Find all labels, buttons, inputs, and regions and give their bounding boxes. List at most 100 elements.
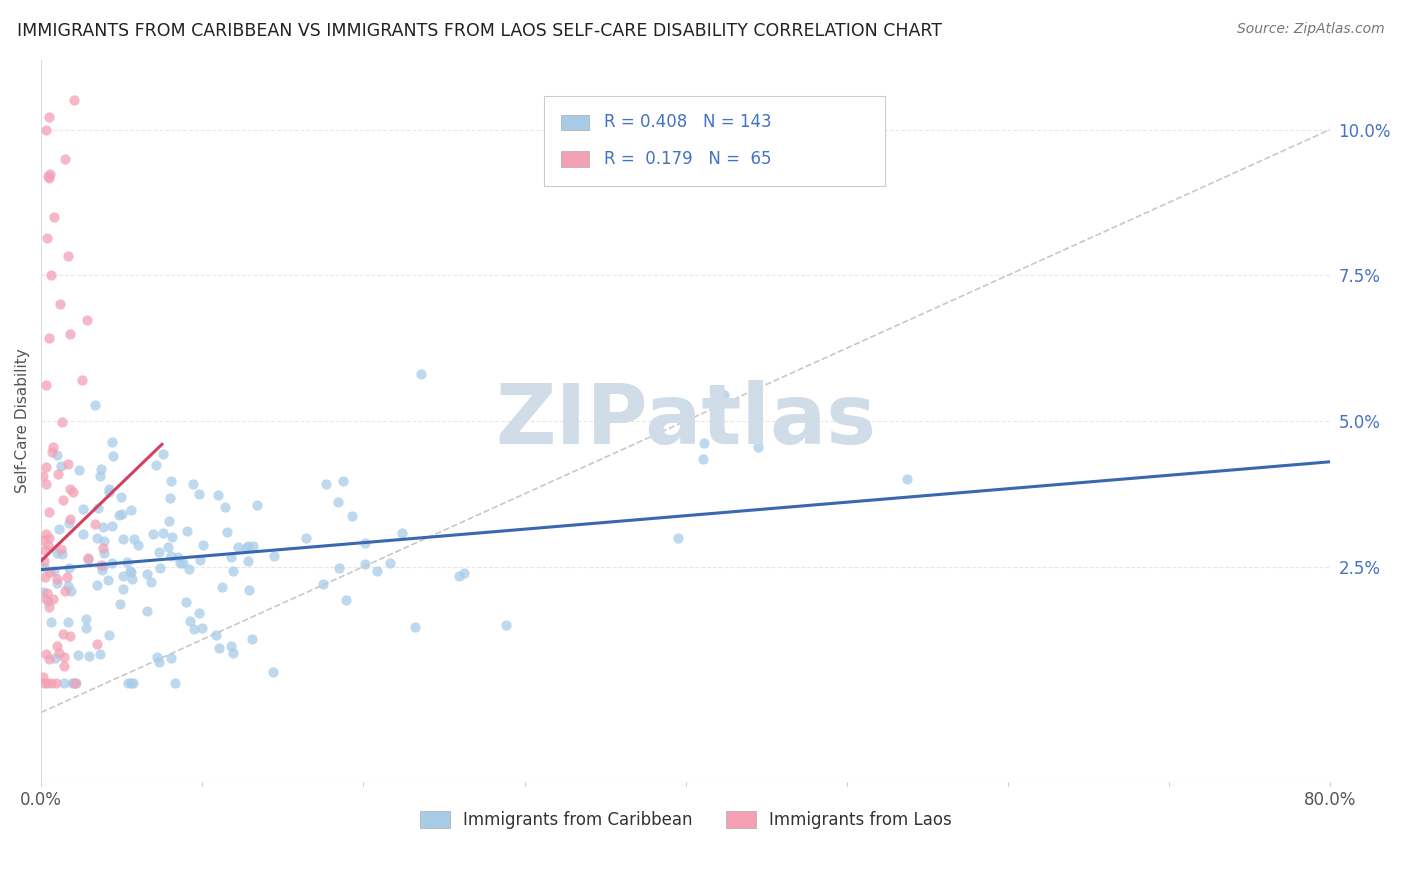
Point (90, 462, 112, 476)
Point (187, 606, 209, 620)
Text: IMMIGRANTS FROM CARIBBEAN VS IMMIGRANTS FROM LAOS SELF-CARE DISABILITY CORRELATI: IMMIGRANTS FROM CARIBBEAN VS IMMIGRANTS … (17, 22, 942, 40)
Point (91, 563, 114, 577)
Point (31, 670, 53, 684)
Point (453, 566, 475, 580)
Point (208, 641, 231, 656)
Point (100, 518, 122, 533)
Point (56, 578, 79, 592)
Point (240, 632, 263, 647)
Point (120, 676, 142, 690)
Point (219, 549, 242, 564)
Point (66, 648, 89, 662)
Point (146, 650, 169, 665)
Point (183, 623, 205, 637)
Point (44, 564, 66, 578)
Point (75, 612, 97, 626)
Point (177, 562, 200, 576)
Point (58, 516, 80, 530)
Point (42, 592, 65, 607)
Point (328, 561, 350, 575)
Point (32, 560, 55, 574)
Point (37, 676, 59, 690)
Point (76, 313, 98, 327)
Text: Source: ZipAtlas.com: Source: ZipAtlas.com (1237, 22, 1385, 37)
Point (246, 498, 269, 512)
Point (58, 249, 80, 263)
Point (366, 564, 388, 578)
Point (108, 508, 131, 522)
Point (86, 637, 108, 651)
Point (91, 519, 114, 533)
Point (83, 517, 105, 532)
Point (52, 627, 75, 641)
Point (263, 549, 285, 563)
Point (39, 615, 62, 629)
Point (111, 508, 134, 522)
Point (59, 482, 82, 496)
Point (65, 676, 87, 690)
Bar (561, 114, 589, 130)
Point (217, 524, 239, 539)
Point (91, 559, 114, 574)
Point (101, 435, 124, 450)
Point (38, 171, 60, 186)
Point (391, 526, 413, 541)
Point (378, 556, 401, 570)
Point (87, 500, 110, 515)
Point (188, 553, 211, 567)
Point (63, 676, 86, 690)
Point (38, 600, 60, 615)
Bar (561, 151, 589, 167)
Point (62, 485, 84, 500)
Point (152, 526, 174, 541)
Point (97, 483, 120, 497)
Point (135, 604, 157, 618)
Point (110, 490, 132, 504)
Point (59, 326, 82, 341)
Point (404, 620, 426, 634)
Point (693, 436, 716, 450)
Point (145, 458, 167, 472)
Point (101, 556, 124, 570)
Point (190, 621, 212, 635)
Point (53, 584, 76, 599)
Point (159, 549, 181, 563)
Point (77, 550, 100, 565)
Point (295, 531, 318, 545)
Point (242, 540, 264, 554)
Point (48, 522, 70, 536)
Point (179, 614, 201, 628)
Point (204, 628, 226, 642)
Point (238, 554, 260, 568)
Point (31, 469, 53, 483)
Point (354, 557, 377, 571)
Point (32, 676, 55, 690)
Point (38, 110, 60, 124)
Point (77, 648, 100, 663)
Point (76, 552, 98, 566)
Point (67, 463, 90, 477)
Point (52, 659, 75, 673)
Point (335, 593, 357, 607)
Point (747, 440, 769, 454)
Point (37, 538, 59, 552)
Point (235, 541, 257, 556)
Point (692, 452, 714, 467)
Point (60, 583, 83, 598)
Point (121, 572, 143, 586)
Point (52, 676, 75, 690)
Point (211, 580, 233, 594)
Point (159, 491, 181, 506)
Point (127, 538, 149, 552)
Point (52, 493, 75, 508)
Point (59, 629, 82, 643)
Point (160, 475, 183, 489)
Point (46, 575, 69, 590)
Point (896, 472, 918, 486)
Point (139, 574, 162, 589)
Point (110, 597, 132, 611)
Point (97, 485, 120, 500)
Point (495, 618, 517, 632)
Point (148, 544, 170, 558)
Point (38, 651, 60, 665)
